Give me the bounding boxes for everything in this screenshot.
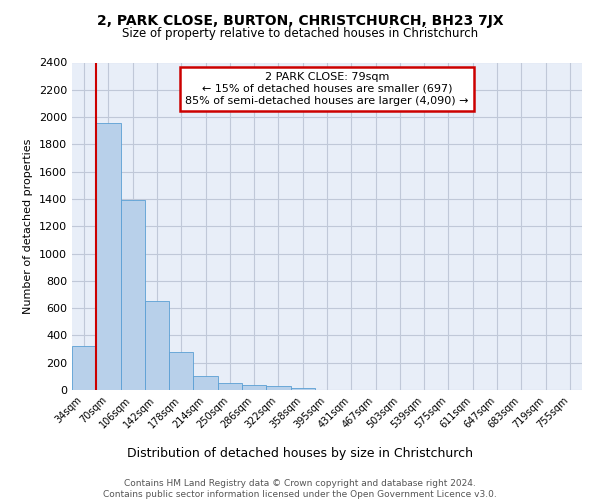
Text: 2 PARK CLOSE: 79sqm
← 15% of detached houses are smaller (697)
85% of semi-detac: 2 PARK CLOSE: 79sqm ← 15% of detached ho…: [185, 72, 469, 106]
Text: Distribution of detached houses by size in Christchurch: Distribution of detached houses by size …: [127, 448, 473, 460]
Bar: [218, 383, 242, 390]
Text: Contains public sector information licensed under the Open Government Licence v3: Contains public sector information licen…: [103, 490, 497, 499]
Bar: [96, 122, 121, 390]
Text: Size of property relative to detached houses in Christchurch: Size of property relative to detached ho…: [122, 28, 478, 40]
Bar: [121, 200, 145, 390]
Text: 2, PARK CLOSE, BURTON, CHRISTCHURCH, BH23 7JX: 2, PARK CLOSE, BURTON, CHRISTCHURCH, BH2…: [97, 14, 503, 28]
Bar: [193, 376, 218, 390]
Bar: [72, 346, 96, 390]
Bar: [145, 302, 169, 390]
Text: Contains HM Land Registry data © Crown copyright and database right 2024.: Contains HM Land Registry data © Crown c…: [124, 479, 476, 488]
Bar: [242, 384, 266, 390]
Bar: [266, 386, 290, 390]
Y-axis label: Number of detached properties: Number of detached properties: [23, 138, 34, 314]
Bar: [290, 388, 315, 390]
Bar: [169, 352, 193, 390]
